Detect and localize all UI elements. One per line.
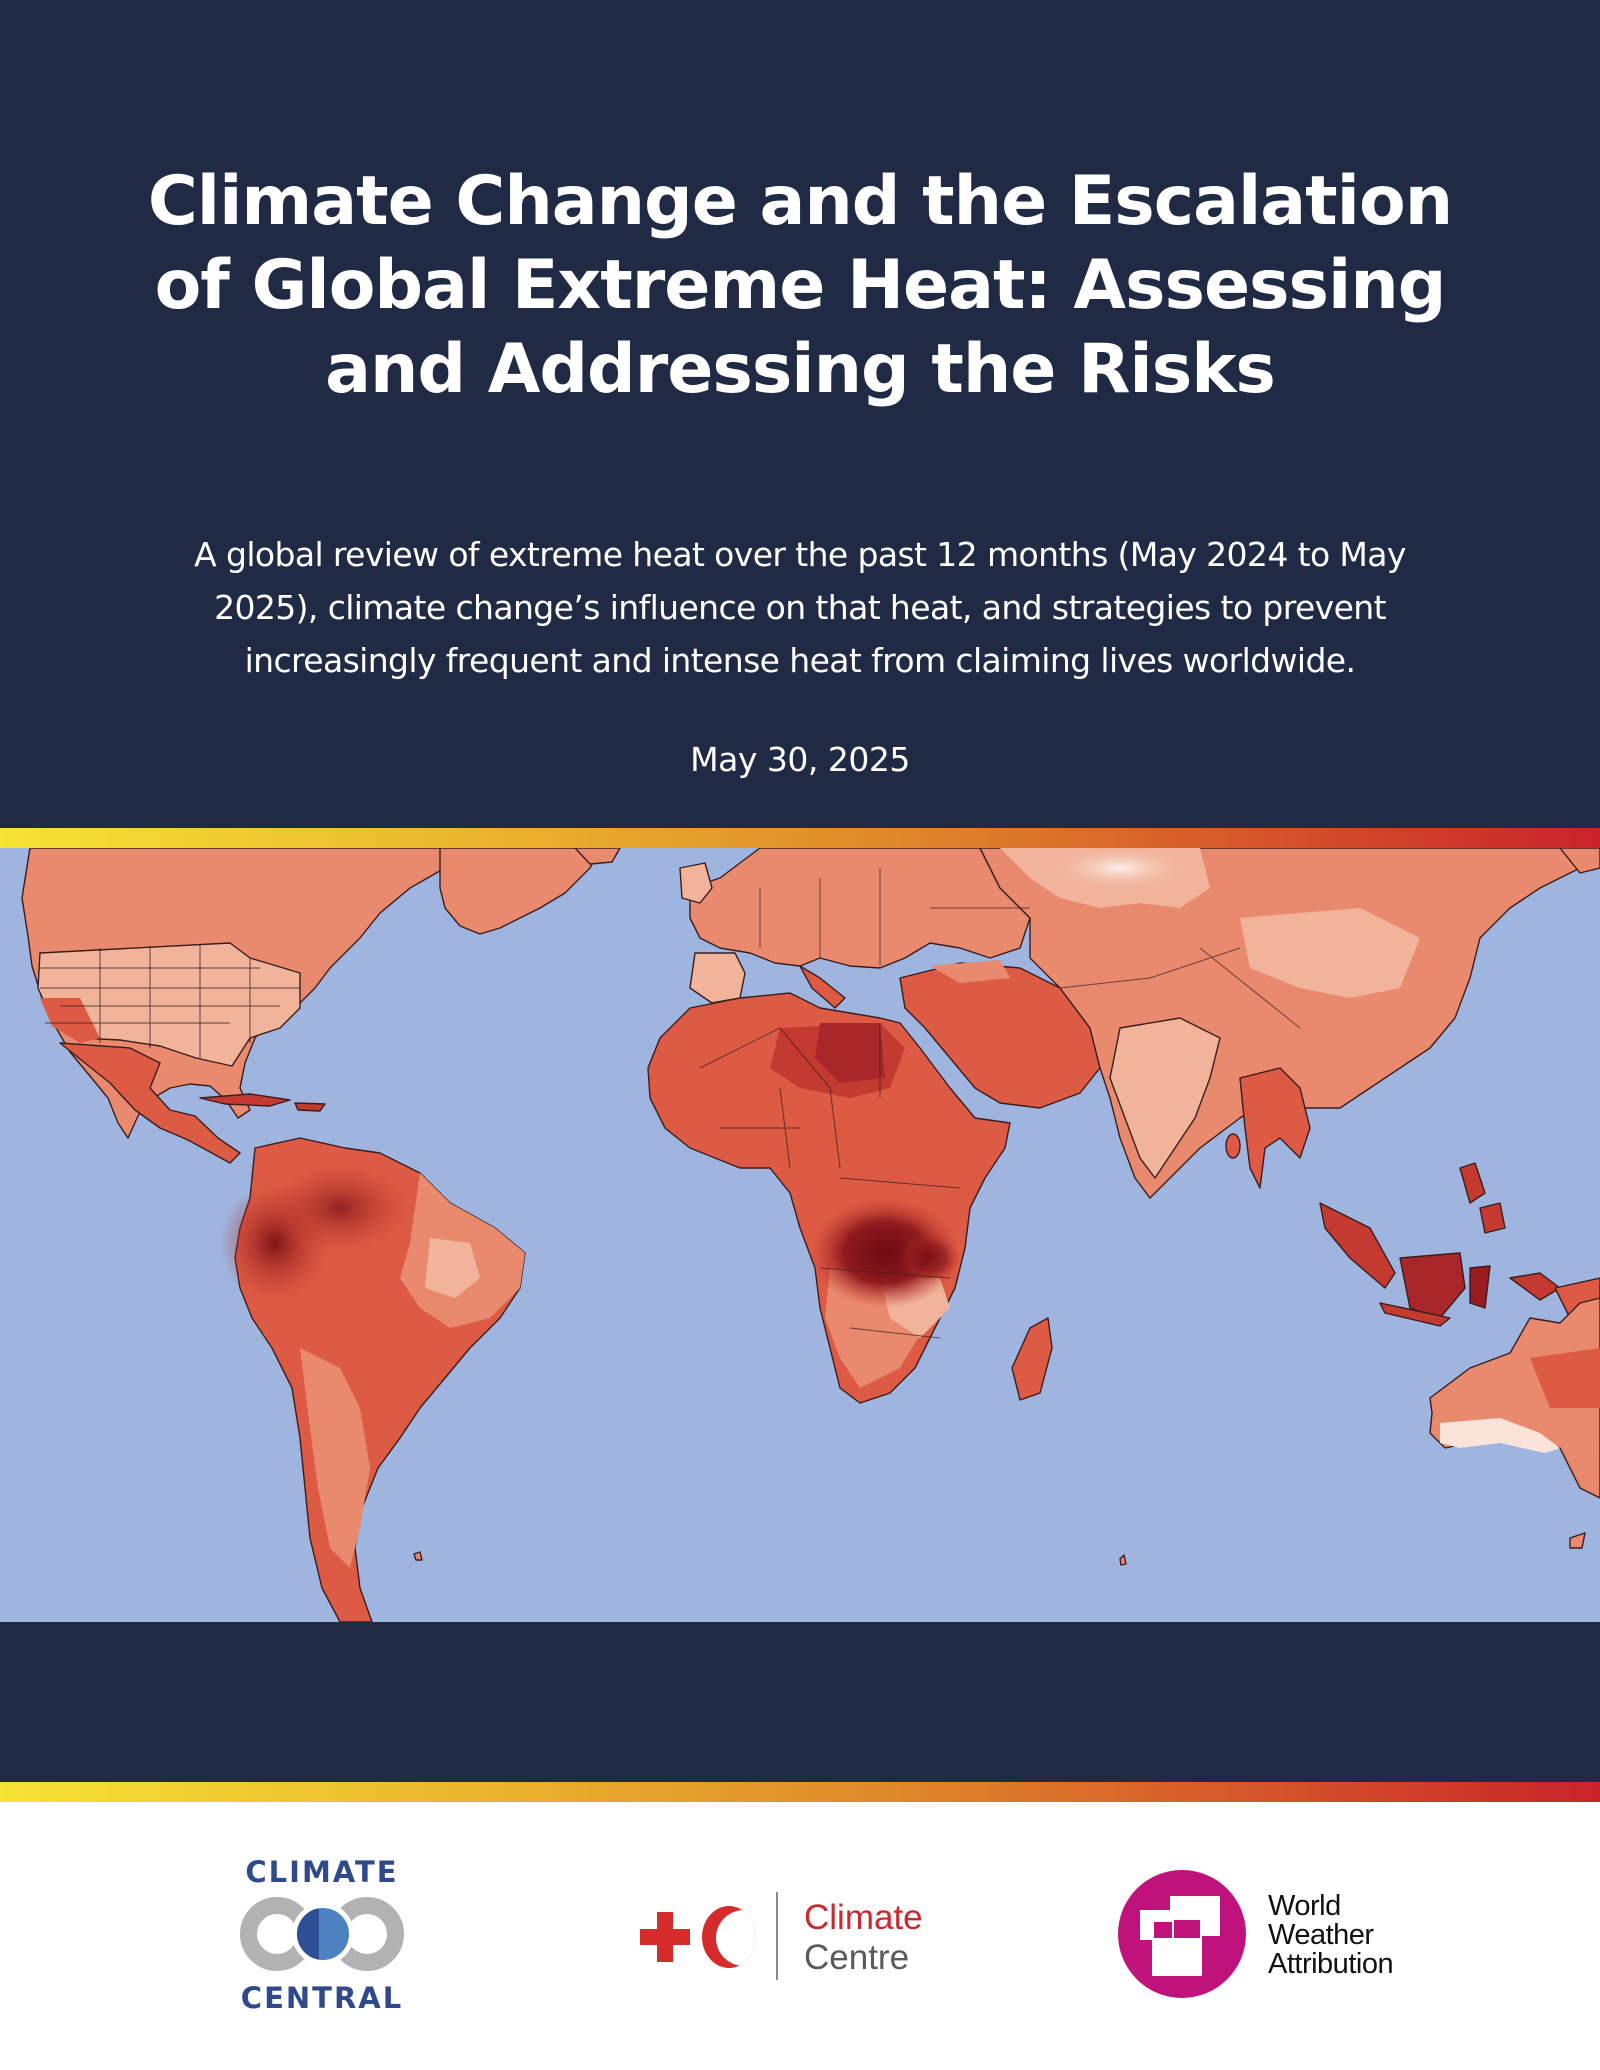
heat-gradient-stripe-bottom bbox=[0, 1782, 1600, 1802]
subtitle-line-1: A global review of extreme heat over the… bbox=[194, 535, 1406, 574]
world-map-graphic bbox=[21, 848, 1600, 1622]
report-subtitle: A global review of extreme heat over the… bbox=[110, 528, 1490, 687]
title-line-1: Climate Change and the Escalation bbox=[147, 162, 1453, 241]
subtitle-line-3: increasingly frequent and intense heat f… bbox=[244, 641, 1356, 680]
red-cross-icon bbox=[640, 1912, 690, 1962]
world-heat-map bbox=[0, 848, 1600, 1622]
wwa-line-3: Attribution bbox=[1268, 1948, 1394, 1980]
logo-divider bbox=[776, 1892, 778, 1980]
dark-band bbox=[0, 1622, 1600, 1782]
red-crescent-icon bbox=[702, 1906, 756, 1968]
world-weather-attribution-logo: World Weather Attribution bbox=[1118, 1870, 1438, 2000]
report-title: Climate Change and the Escalation of Glo… bbox=[100, 160, 1500, 412]
climate-central-bottom-text: CENTRAL bbox=[240, 1981, 404, 2015]
climate-central-top-text: CLIMATE bbox=[245, 1855, 399, 1889]
climate-centre-line-2: Centre bbox=[804, 1938, 910, 1977]
wwa-line-1: World bbox=[1268, 1890, 1341, 1922]
wwa-circle-icon bbox=[1118, 1870, 1246, 1998]
publication-date: May 30, 2025 bbox=[690, 740, 910, 779]
red-cross-climate-centre-logo: Climate Centre bbox=[638, 1892, 938, 1982]
title-line-3: and Addressing the Risks bbox=[325, 330, 1276, 409]
wwa-text: World Weather Attribution bbox=[1268, 1890, 1394, 1980]
wwa-line-2: Weather bbox=[1268, 1919, 1374, 1951]
heat-gradient-stripe-top bbox=[0, 828, 1600, 848]
climate-central-logo: CLIMATE CENTRAL bbox=[236, 1855, 408, 2015]
cover-header: Climate Change and the Escalation of Glo… bbox=[0, 0, 1600, 828]
climate-centre-line-1: Climate bbox=[804, 1898, 923, 1937]
title-line-2: of Global Extreme Heat: Assessing bbox=[154, 246, 1447, 325]
subtitle-line-2: 2025), climate change’s influence on tha… bbox=[214, 588, 1386, 627]
globe-icon bbox=[292, 1903, 354, 1965]
